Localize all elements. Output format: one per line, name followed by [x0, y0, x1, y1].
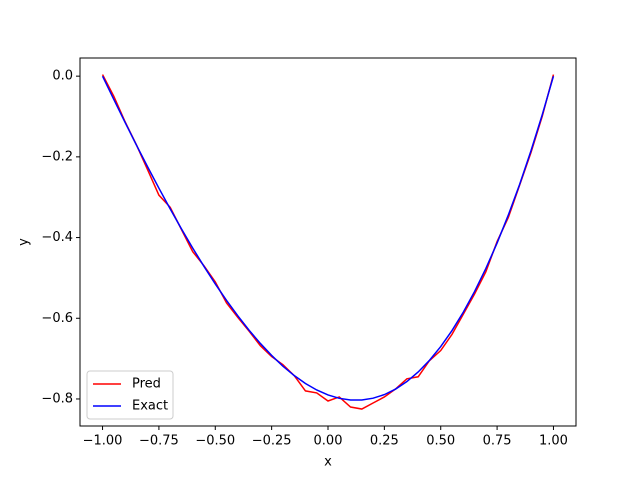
- x-tick-label: 1.00: [539, 434, 568, 449]
- y-tick-label: −0.6: [41, 311, 73, 326]
- legend: Pred Exact: [86, 370, 174, 420]
- axes-frame: [79, 57, 577, 427]
- x-axis-label: x: [324, 455, 332, 470]
- data-line: [101, 75, 555, 401]
- x-tick-label: 0.75: [483, 434, 512, 449]
- x-tick-label: −0.50: [195, 434, 235, 449]
- y-tick-label: −0.8: [41, 391, 73, 406]
- y-tick-label: −0.4: [41, 230, 73, 245]
- y-tick-label: −0.2: [41, 149, 73, 164]
- x-tick-label: 0.25: [370, 434, 399, 449]
- x-tick-label: −0.25: [252, 434, 292, 449]
- y-axis-label: y: [17, 238, 32, 246]
- y-tick-label: 0.0: [52, 69, 73, 84]
- legend-label: Pred: [132, 377, 161, 392]
- x-tick-label: 0.00: [314, 434, 343, 449]
- legend-label: Exact: [132, 399, 168, 414]
- x-tick-label: −1.00: [83, 434, 123, 449]
- legend-box: [86, 370, 174, 420]
- x-tick-label: −0.75: [139, 434, 179, 449]
- x-tick-label: 0.50: [426, 434, 455, 449]
